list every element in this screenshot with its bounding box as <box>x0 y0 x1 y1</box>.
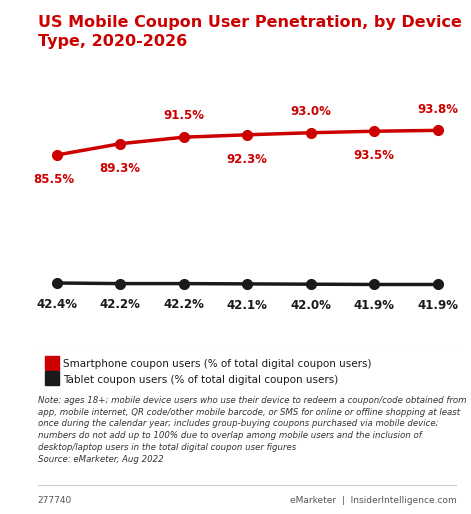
Text: 93.5%: 93.5% <box>354 149 395 162</box>
Text: 41.9%: 41.9% <box>417 299 458 313</box>
Text: % of total digital coupon users: % of total digital coupon users <box>38 100 250 114</box>
Text: 42.2%: 42.2% <box>100 299 141 311</box>
Text: 89.3%: 89.3% <box>100 161 141 175</box>
Text: Note: ages 18+; mobile device users who use their device to redeem a coupon/code: Note: ages 18+; mobile device users who … <box>38 396 466 464</box>
Text: 42.0%: 42.0% <box>290 299 331 312</box>
Text: US Mobile Coupon User Penetration, by Device
Type, 2020-2026: US Mobile Coupon User Penetration, by De… <box>38 15 462 49</box>
Text: 92.3%: 92.3% <box>227 153 268 166</box>
Text: 42.4%: 42.4% <box>36 298 77 311</box>
Text: 42.2%: 42.2% <box>163 299 204 311</box>
Text: 277740: 277740 <box>38 496 72 505</box>
Text: 85.5%: 85.5% <box>33 173 74 186</box>
Text: 42.1%: 42.1% <box>227 299 268 311</box>
Text: 91.5%: 91.5% <box>163 109 204 122</box>
Text: 41.9%: 41.9% <box>354 299 395 313</box>
Text: eMarketer  |  InsiderIntelligence.com: eMarketer | InsiderIntelligence.com <box>290 496 457 505</box>
Text: 93.0%: 93.0% <box>290 105 331 118</box>
Text: 93.8%: 93.8% <box>417 102 458 116</box>
Legend: Smartphone coupon users (% of total digital coupon users), Tablet coupon users (: Smartphone coupon users (% of total digi… <box>43 355 375 389</box>
